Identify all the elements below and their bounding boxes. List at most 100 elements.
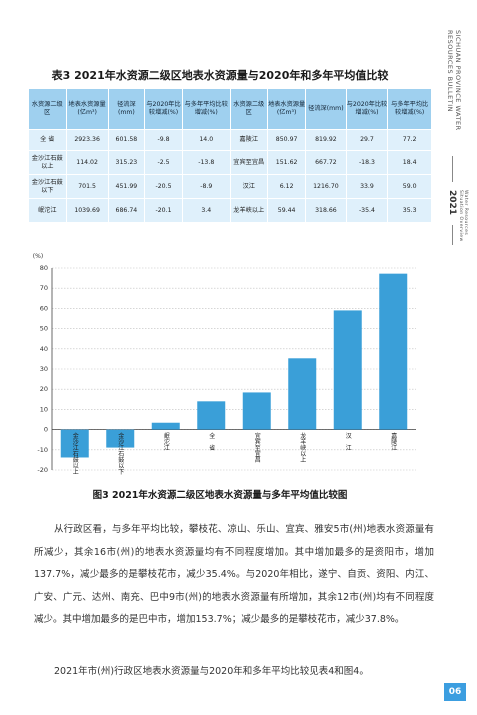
header-cell: 水资源二级区	[229, 88, 269, 130]
x-category-label: 宜宾至宜昌	[253, 432, 260, 464]
y-tick-label: 80	[40, 264, 48, 272]
header-cell: 与2020年比较增减(%)	[144, 88, 184, 130]
body-paragraph-1: 从行政区看，与多年平均比较，攀枝花、凉山、乐山、宜宾、雅安5市(州)地表水资源量…	[34, 524, 434, 625]
table-cell: 819.92	[305, 129, 347, 151]
comparison-table: 水资源二级区 地表水资源量(亿m³) 径流深(mm) 与2020年比较增减(%)…	[28, 88, 432, 223]
table-cell: 宜宾至宜昌	[229, 150, 269, 175]
bar	[60, 429, 89, 458]
table-cell: 18.4	[387, 150, 432, 175]
table-row: 岷沱江 1039.69 686.74 -20.1 3.4 龙羊峡以上 59.44 318.66…	[28, 198, 432, 223]
table-cell: 金沙江石鼓以上	[28, 150, 67, 175]
header-cell: 径流深(mm)	[107, 88, 146, 130]
x-category-label: 金沙江石鼓以下	[117, 432, 124, 476]
table-cell: 59.0	[387, 174, 432, 199]
comparison-bar-chart: (%) -20 -10 0 10 20 30 40 50 60 70 80 金沙江石鼓以上 金沙江石鼓以下…	[33, 253, 416, 476]
bar	[106, 429, 135, 448]
x-category-label: 龙羊峡以上	[299, 432, 306, 463]
bar	[288, 358, 317, 430]
x-category-label: 金沙江石鼓以上	[71, 432, 78, 475]
bulletin-title-en-line2: RESOURCES BULLETIN	[446, 30, 454, 112]
table-cell: 汉江	[229, 174, 269, 199]
page-number: 06	[444, 683, 466, 701]
table-cell: 667.72	[305, 150, 347, 175]
table-cell: 金沙江石鼓以下	[28, 174, 67, 199]
table-cell: -9.8	[144, 129, 184, 151]
table-row: 金沙江石鼓以上 114.02 315.23 -2.5 -13.8 宜宾至宜昌 151.62 6…	[28, 150, 432, 175]
table-cell: 33.9	[345, 174, 389, 199]
table-cell: 315.23	[107, 150, 146, 175]
table-cell: 全 省	[28, 129, 67, 151]
x-category-label: 嘉陵江	[390, 432, 397, 452]
table-cell: 1216.70	[305, 174, 347, 199]
table-header-row: 水资源二级区 地表水资源量(亿m³) 径流深(mm) 与2020年比较增减(%)…	[28, 88, 432, 130]
table-cell: -18.3	[345, 150, 389, 175]
bulletin-subtitle-line1: Water Resources	[463, 190, 468, 236]
table-cell: 318.66	[305, 198, 347, 223]
table-cell: 14.0	[182, 129, 231, 151]
side-divider-top	[452, 156, 453, 182]
table-title: 表3 2021年水资源二级区地表水资源量与2020年和多年平均值比较	[51, 69, 389, 82]
table-cell: 451.99	[107, 174, 146, 199]
table-row: 全 省 2923.36 601.58 -9.8 14.0 嘉陵江 850.97 819.92 2…	[28, 129, 432, 151]
table-row: 金沙江石鼓以下 701.5 451.99 -20.5 -8.9 汉江 6.12 1216.70…	[28, 174, 432, 199]
table-cell: 龙羊峡以上	[229, 198, 269, 223]
header-cell: 与多年平均比较增减(%)	[182, 88, 231, 130]
y-tick-label: 20	[40, 385, 48, 393]
table-cell: -20.1	[144, 198, 184, 223]
y-tick-label: 0	[44, 426, 48, 434]
x-category-label: 全 省	[208, 432, 215, 452]
header-cell: 地表水资源量(亿m³)	[65, 88, 109, 130]
header-cell: 径流深(mm)	[305, 88, 347, 130]
table-cell: 3.4	[182, 198, 231, 223]
table-cell: -20.5	[144, 174, 184, 199]
header-cell: 水资源二级区	[28, 88, 67, 130]
table-cell: 601.58	[107, 129, 146, 151]
side-subtitle-block: Water Resources Situation Overview	[446, 190, 476, 250]
header-cell: 与2020年比较增减(%)	[345, 88, 389, 130]
table-cell: 6.12	[267, 174, 307, 199]
bulletin-subtitle-line2: Situation Overview	[458, 190, 463, 242]
table-cell: 686.74	[107, 198, 146, 223]
y-tick-label: 70	[40, 284, 48, 292]
table-cell: 嘉陵江	[229, 129, 269, 151]
body-paragraph-2: 2021年市(州)行政区地表水资源量与2020年和多年平均比较见表4和图4。	[54, 666, 369, 677]
bar	[197, 401, 226, 430]
side-bulletin-marker: SICHUAN PROVINCE WATER RESOURCES BULLETI…	[446, 30, 476, 330]
table-cell: 29.7	[345, 129, 389, 151]
table-cell: 701.5	[65, 174, 109, 199]
table-cell: -8.9	[182, 174, 231, 199]
table-cell: 1039.69	[65, 198, 109, 223]
side-year-block: 2021	[446, 190, 476, 250]
bar	[333, 310, 362, 430]
header-cell: 与多年平均比较增减(%)	[387, 88, 432, 130]
y-tick-label: 30	[40, 365, 48, 373]
bulletin-year: 2021	[447, 190, 457, 216]
bar	[151, 422, 180, 430]
y-tick-label: 10	[40, 405, 48, 413]
figure-caption: 图3 2021年水资源二级区地表水资源量与多年平均值比较图	[92, 490, 348, 501]
y-tick-label: 60	[40, 304, 48, 312]
y-tick-label: -10	[37, 446, 48, 454]
table-cell: 77.2	[387, 129, 432, 151]
y-tick-label: 50	[40, 325, 48, 333]
table-cell: 114.02	[65, 150, 109, 175]
x-category-label: 岷沱江	[162, 432, 169, 452]
table-cell: -13.8	[182, 150, 231, 175]
table-cell: 151.62	[267, 150, 307, 175]
header-cell: 地表水资源量(亿m³)	[267, 88, 307, 130]
table-cell: -2.5	[144, 150, 184, 175]
bar	[242, 392, 271, 430]
table-cell: 850.97	[267, 129, 307, 151]
table-cell: -35.4	[345, 198, 389, 223]
bulletin-title-en-line1: SICHUAN PROVINCE WATER	[454, 30, 462, 131]
table-cell: 2923.36	[65, 129, 109, 151]
table-cell: 35.3	[387, 198, 432, 223]
table-cell: 59.44	[267, 198, 307, 223]
y-tick-label: -20	[37, 466, 48, 474]
y-tick-label: 40	[40, 345, 48, 353]
side-divider-mid	[452, 225, 453, 245]
table-cell: 岷沱江	[28, 198, 67, 223]
y-axis-unit-label: (%)	[33, 253, 43, 260]
x-category-label: 汉 江	[344, 432, 351, 452]
bar	[379, 273, 408, 430]
